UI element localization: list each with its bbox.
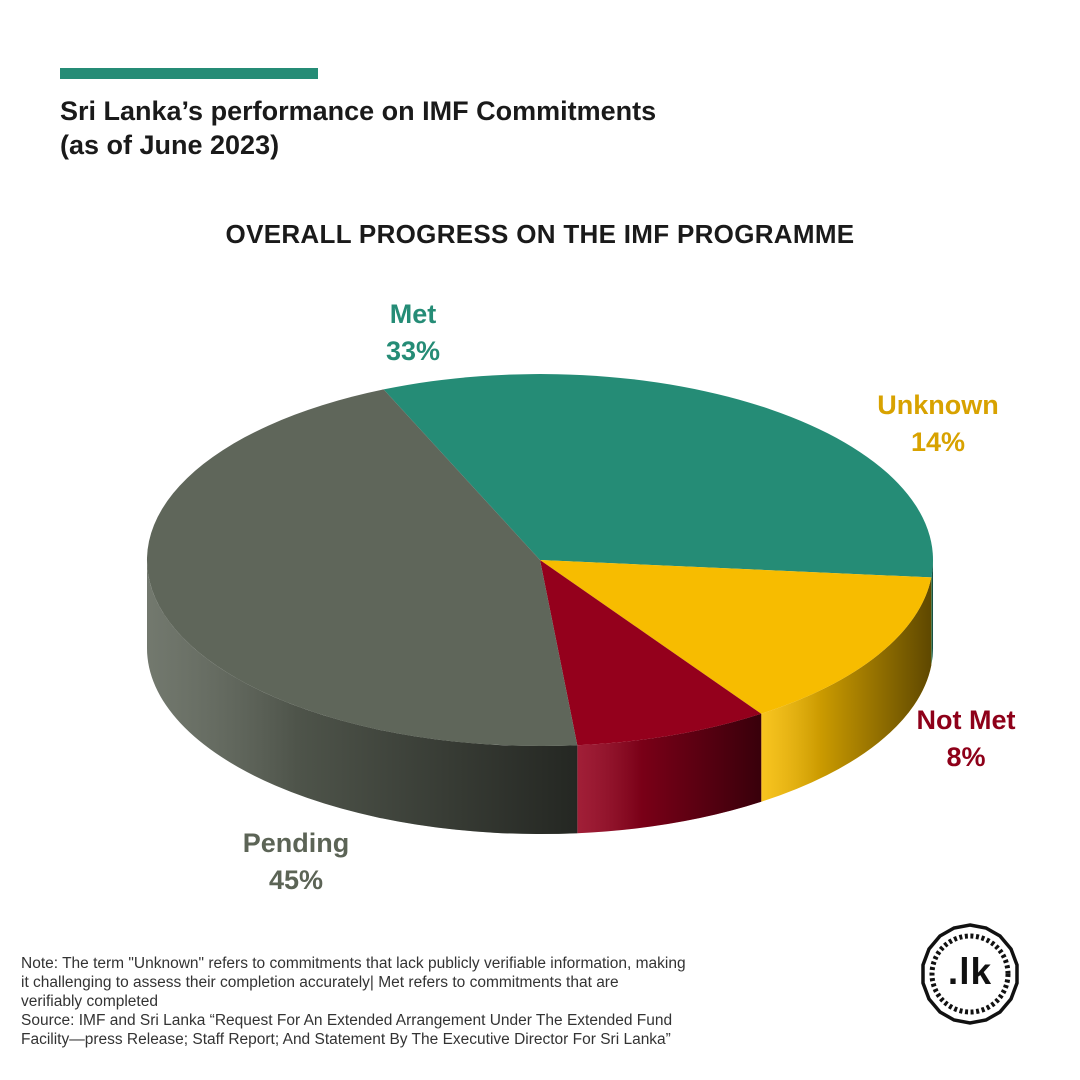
accent-bar xyxy=(60,68,318,79)
side-shade-not-met xyxy=(577,713,762,834)
side-shade-unknown xyxy=(761,577,932,802)
pie-sides xyxy=(146,560,934,835)
note-line-2: it challenging to assess their completio… xyxy=(21,974,619,991)
slice-label-met-value: 33% xyxy=(385,336,441,366)
slice-label-pending-value: 45% xyxy=(268,865,324,895)
page-title-line-2: (as of June 2023) xyxy=(60,130,280,160)
slice-label-not-met: Not Met 8% xyxy=(886,702,1046,776)
slice-unknown xyxy=(540,560,932,714)
slice-label-pending: Pending 45% xyxy=(216,825,376,899)
logo-inner-disc xyxy=(937,941,1003,1007)
note-line-3: verifiably completed xyxy=(21,993,158,1010)
slice-label-unknown-name: Unknown xyxy=(877,390,999,420)
logo-text: .lk xyxy=(947,951,993,992)
footnote: Note: The term "Unknown" refers to commi… xyxy=(21,954,821,1049)
lk-logo: .lk xyxy=(918,922,1022,1026)
slice-pending xyxy=(146,389,578,747)
slice-label-met: Met 33% xyxy=(333,296,493,370)
slice-label-pending-name: Pending xyxy=(242,828,350,858)
slice-label-unknown: Unknown 14% xyxy=(858,387,1018,461)
source-line-1: Source: IMF and Sri Lanka “Request For A… xyxy=(21,1012,673,1029)
pie-tops xyxy=(146,374,934,747)
slice-not-met xyxy=(540,560,762,746)
chart-title: OVERALL PROGRESS ON THE IMF PROGRAMME xyxy=(225,219,855,249)
logo-inner-ring xyxy=(929,933,1011,1015)
slice-met xyxy=(383,374,934,578)
side-shade-met xyxy=(931,560,934,666)
slice-label-met-name: Met xyxy=(389,299,437,329)
lk-logo-badge xyxy=(921,923,1019,1025)
note-line-1: Note: The term "Unknown" refers to commi… xyxy=(21,955,686,972)
source-line-2: Facility—press Release; Staff Report; An… xyxy=(21,1031,671,1048)
side-shade-pending xyxy=(146,560,578,835)
page-title-line-1: Sri Lanka’s performance on IMF Commitmen… xyxy=(60,96,657,126)
slice-label-not-met-value: 8% xyxy=(946,742,986,772)
slice-label-unknown-value: 14% xyxy=(910,427,966,457)
slice-label-not-met-name: Not Met xyxy=(916,705,1016,735)
page-title: Sri Lanka’s performance on IMF Commitmen… xyxy=(60,94,760,162)
